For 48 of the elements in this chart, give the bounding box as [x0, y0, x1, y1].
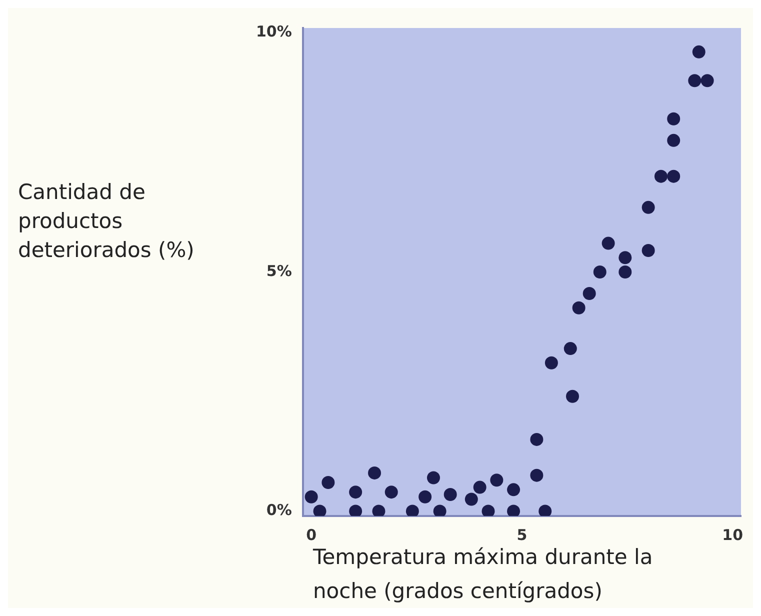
point	[700, 74, 714, 88]
point	[507, 504, 520, 516]
point	[642, 244, 655, 257]
point	[667, 170, 680, 183]
x-tick-label: 5	[516, 526, 528, 544]
point	[530, 432, 544, 446]
point	[322, 476, 335, 490]
point	[304, 490, 318, 504]
point	[349, 486, 362, 499]
point	[490, 474, 504, 487]
point	[564, 342, 577, 356]
y-tick-label: 5%	[266, 262, 292, 280]
point	[566, 390, 579, 403]
x-tick-label: 10	[722, 526, 744, 544]
point	[582, 287, 596, 300]
point	[593, 266, 606, 278]
y-tick-label: 0%	[266, 501, 292, 520]
point	[426, 471, 440, 484]
point	[688, 74, 702, 88]
point	[444, 488, 457, 501]
y-axis-title: Cantidad de productos deteriorados (%)	[18, 179, 196, 264]
point	[572, 301, 586, 314]
point	[667, 134, 680, 147]
y-tick-label: 10%	[256, 22, 292, 41]
point	[642, 200, 655, 214]
point	[667, 112, 680, 126]
point	[406, 504, 419, 516]
x-axis-title: Temperatura máxima durante la noche (grados centígrados)	[313, 545, 653, 603]
point	[349, 504, 362, 516]
point	[544, 356, 558, 370]
point	[433, 504, 446, 516]
point	[464, 492, 478, 506]
point	[372, 504, 386, 516]
point	[602, 236, 615, 250]
point	[538, 504, 552, 516]
point	[618, 266, 632, 278]
point	[618, 251, 632, 264]
point	[654, 170, 668, 183]
point	[368, 466, 382, 480]
point	[384, 486, 398, 499]
point	[507, 483, 520, 496]
point	[530, 468, 544, 482]
x-tick-label: 0	[306, 526, 317, 544]
point	[418, 490, 432, 504]
point	[313, 504, 326, 516]
point	[692, 45, 706, 58]
point	[482, 504, 495, 516]
point	[473, 480, 486, 494]
